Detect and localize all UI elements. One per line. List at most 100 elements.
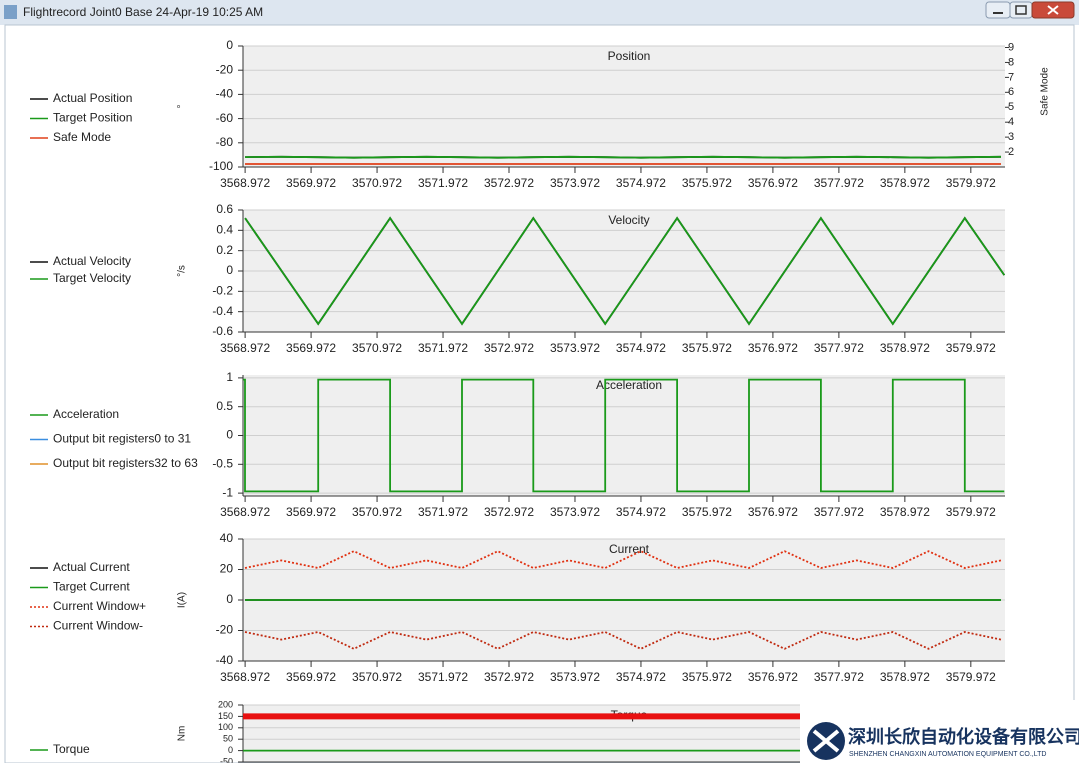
y-tick-label: -0.6 (212, 324, 233, 338)
x-tick-label: 3574.972 (616, 176, 666, 190)
y-tick-label: 0 (226, 263, 233, 277)
x-tick-label: 3571.972 (418, 670, 468, 684)
watermark-company: 深圳长欣自动化设备有限公司 (848, 726, 1079, 747)
x-tick-label: 3577.972 (814, 505, 864, 519)
x-tick-label: 3569.972 (286, 176, 336, 190)
x-tick-label: 3568.972 (220, 505, 270, 519)
chart-title: Position (608, 49, 651, 63)
watermark-company-en: SHENZHEN CHANGXIN AUTOMATION EQUIPMENT C… (849, 751, 1046, 758)
window-frame (4, 24, 1075, 763)
y-axis-label: ° (177, 105, 188, 109)
x-tick-label: 3577.972 (814, 176, 864, 190)
watermark-bg (800, 700, 1079, 763)
minimize-button[interactable] (985, 1, 1011, 19)
y2-tick-label: 7 (1008, 71, 1014, 83)
y-tick-label: -20 (216, 62, 234, 76)
legend-label: Actual Current (53, 560, 130, 574)
x-tick-label: 3569.972 (286, 670, 336, 684)
watermark-logo-mark (812, 729, 840, 753)
y-tick-label: -50 (220, 756, 233, 763)
y-tick-label: 1 (226, 370, 233, 384)
x-tick-label: 3574.972 (616, 505, 666, 519)
x-tick-label: 3575.972 (682, 176, 732, 190)
x-tick-label: 3569.972 (286, 341, 336, 355)
x-tick-label: 3576.972 (748, 505, 798, 519)
x-tick-label: 3570.972 (352, 341, 402, 355)
maximize-button[interactable] (1009, 1, 1033, 19)
y2-tick-label: 8 (1008, 56, 1014, 68)
chart-panel: 0.6 0.4 0.2 0 -0.2 -0.4 -0.6 3568.972 3569.972 35… (30, 202, 1006, 355)
legend-label: Current Window- (53, 619, 143, 633)
x-tick-label: 3573.972 (550, 505, 600, 519)
x-tick-label: 3575.972 (682, 341, 732, 355)
x-tick-label: 3571.972 (418, 505, 468, 519)
x-tick-label: 3571.972 (418, 341, 468, 355)
series-line (244, 155, 1002, 159)
legend-label: Target Velocity (53, 271, 131, 285)
x-tick-label: 3579.972 (946, 670, 996, 684)
y-tick-label: 0 (226, 592, 233, 606)
y-axis-label: Nm (177, 726, 188, 742)
y-tick-label: 0.2 (216, 243, 233, 257)
x-tick-label: 3574.972 (616, 670, 666, 684)
x-tick-label: 3579.972 (946, 505, 996, 519)
series-line (243, 378, 1005, 493)
legend-label: Current Window+ (53, 599, 146, 613)
y-tick-label: -40 (216, 87, 234, 101)
chart-panel: 40 20 0 -20 -40 3568.972 3569.972 3570.972 3571.… (30, 531, 1005, 684)
y-tick-label: 0.6 (216, 202, 233, 216)
y-tick-label: -60 (216, 111, 234, 125)
y-tick-label: -80 (216, 135, 234, 149)
close-icon (1047, 5, 1059, 15)
chart-title: Velocity (608, 213, 649, 227)
x-tick-label: 3569.972 (286, 505, 336, 519)
y-tick-label: 0.5 (216, 399, 233, 413)
y2-tick-label: 3 (1008, 131, 1014, 143)
x-tick-label: 3578.972 (880, 505, 930, 519)
legend-label: Target Current (53, 580, 130, 594)
x-tick-label: 3572.972 (484, 176, 534, 190)
y2-tick-label: 4 (1008, 116, 1014, 128)
y-tick-label: -0.4 (212, 304, 233, 318)
x-tick-label: 3578.972 (880, 341, 930, 355)
x-tick-label: 3573.972 (550, 341, 600, 355)
x-tick-label: 3576.972 (748, 670, 798, 684)
y-tick-label: -0.2 (212, 284, 233, 298)
x-tick-label: 3578.972 (880, 670, 930, 684)
x-tick-label: 3574.972 (616, 341, 666, 355)
x-tick-label: 3572.972 (484, 341, 534, 355)
series-line (244, 216, 1006, 326)
x-tick-label: 3568.972 (220, 341, 270, 355)
y-tick-label: 50 (223, 734, 233, 744)
x-tick-label: 3568.972 (220, 670, 270, 684)
legend-label: Actual Position (53, 91, 132, 105)
x-tick-label: 3577.972 (814, 341, 864, 355)
y-axis-label: I(A) (177, 592, 188, 608)
x-tick-label: 3573.972 (550, 176, 600, 190)
y2-axis-label: Safe Mode (1040, 67, 1051, 116)
y-tick-label: -1 (222, 485, 233, 499)
x-tick-label: 3579.972 (946, 341, 996, 355)
legend-label: Output bit registers0 to 31 (53, 432, 191, 446)
x-tick-label: 3568.972 (220, 176, 270, 190)
watermark: 深圳长欣自动化设备有限公司 SHENZHEN CHANGXIN AUTOMATI… (800, 700, 1079, 763)
y-axis-label: °/s (177, 265, 188, 277)
x-tick-label: 3579.972 (946, 176, 996, 190)
app-icon (4, 5, 17, 19)
y-tick-label: -20 (216, 623, 234, 637)
y-tick-label: 0 (226, 38, 233, 52)
legend-label: Output bit registers32 to 63 (53, 456, 198, 470)
y-tick-label: 20 (220, 562, 234, 576)
chart-panel: 0 -20 -40 -60 -80 -100 9 8 7 6 5 4 3 2 3568.972 3569.97… (30, 38, 1051, 190)
x-tick-label: 3576.972 (748, 341, 798, 355)
x-tick-label: 3577.972 (814, 670, 864, 684)
maximize-icon (1015, 5, 1027, 15)
x-tick-label: 3572.972 (484, 505, 534, 519)
x-tick-label: 3573.972 (550, 670, 600, 684)
x-tick-label: 3571.972 (418, 176, 468, 190)
y-tick-label: 0.4 (216, 223, 233, 237)
y2-tick-label: 2 (1008, 146, 1014, 158)
